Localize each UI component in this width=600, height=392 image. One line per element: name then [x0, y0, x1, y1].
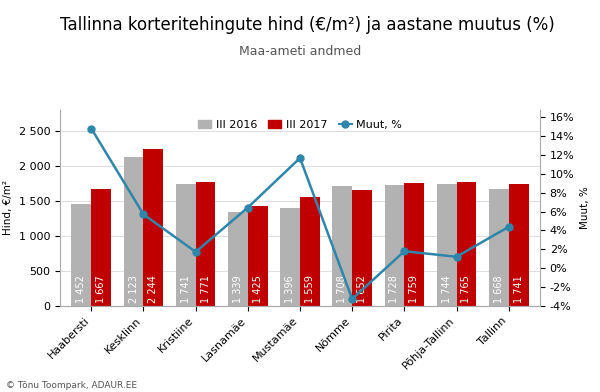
Bar — [124, 157, 143, 306]
Bar — [228, 212, 248, 306]
Text: 1 771: 1 771 — [200, 275, 211, 303]
Text: Maa-ameti andmed: Maa-ameti andmed — [239, 45, 361, 58]
Bar — [489, 189, 509, 306]
Text: 1 667: 1 667 — [96, 275, 106, 303]
Bar — [332, 186, 352, 306]
Bar — [280, 208, 300, 306]
Text: 1 652: 1 652 — [357, 275, 367, 303]
Y-axis label: Muut, %: Muut, % — [580, 186, 590, 229]
Bar — [196, 182, 215, 306]
Y-axis label: Hind, €/m²: Hind, €/m² — [3, 180, 13, 235]
Bar — [457, 182, 476, 306]
Text: 1 759: 1 759 — [409, 275, 419, 303]
Bar — [91, 189, 111, 306]
Text: 1 339: 1 339 — [233, 275, 243, 303]
Bar — [385, 185, 404, 306]
Bar — [300, 197, 320, 306]
Text: 1 452: 1 452 — [76, 275, 86, 303]
Text: Tallinna korteritehingute hind (€/m²) ja aastane muutus (%): Tallinna korteritehingute hind (€/m²) ja… — [60, 16, 555, 34]
Bar — [71, 204, 91, 306]
Bar — [437, 184, 457, 306]
Bar — [248, 206, 268, 306]
Bar — [352, 190, 372, 306]
Text: 1 396: 1 396 — [285, 275, 295, 303]
Bar — [143, 149, 163, 306]
Text: 1 765: 1 765 — [461, 275, 472, 303]
Text: 1 744: 1 744 — [442, 275, 452, 303]
Text: © Tõnu Toompark, ADAUR.EE: © Tõnu Toompark, ADAUR.EE — [6, 381, 137, 390]
Bar — [509, 184, 529, 306]
Text: 1 728: 1 728 — [389, 275, 400, 303]
Bar — [404, 183, 424, 306]
Bar — [176, 184, 196, 306]
Text: 1 741: 1 741 — [181, 275, 191, 303]
Text: 2 244: 2 244 — [148, 275, 158, 303]
Text: 1 425: 1 425 — [253, 275, 263, 303]
Legend: III 2016, III 2017, Muut, %: III 2016, III 2017, Muut, % — [193, 115, 407, 134]
Text: 1 668: 1 668 — [494, 275, 504, 303]
Text: 1 559: 1 559 — [305, 275, 315, 303]
Text: 2 123: 2 123 — [128, 275, 139, 303]
Text: 1 708: 1 708 — [337, 275, 347, 303]
Text: 1 741: 1 741 — [514, 275, 524, 303]
